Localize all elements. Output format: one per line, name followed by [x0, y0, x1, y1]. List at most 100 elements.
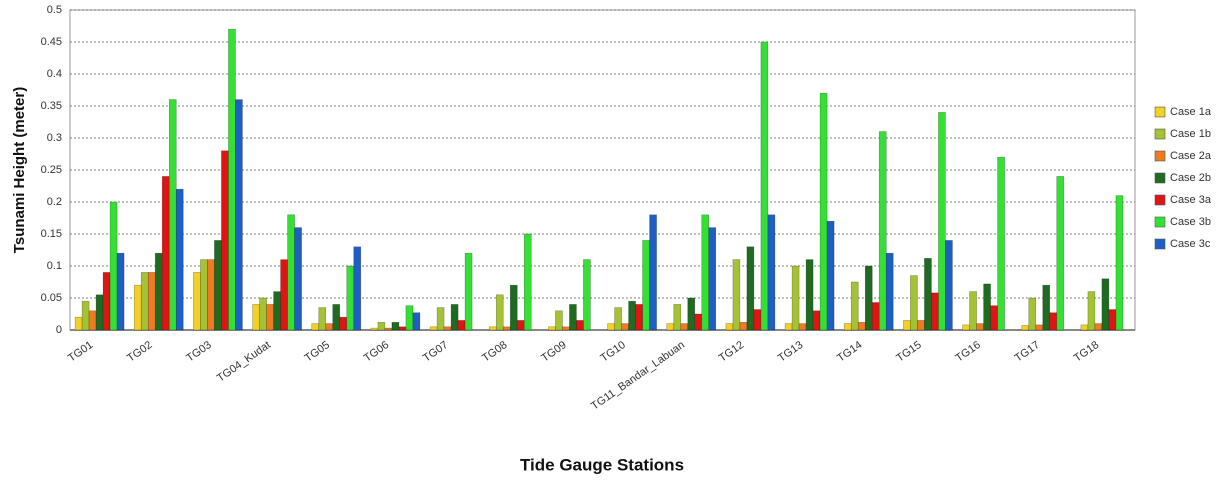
legend-swatch	[1154, 216, 1166, 228]
bar	[725, 323, 734, 331]
bar	[798, 323, 807, 331]
bar	[857, 322, 866, 331]
x-tick-label: TG13	[776, 339, 805, 365]
bar	[1028, 297, 1037, 331]
bar	[983, 283, 991, 331]
bar	[548, 326, 556, 331]
bar	[666, 323, 675, 331]
bar	[311, 323, 320, 331]
bar	[628, 300, 636, 331]
bar	[945, 240, 953, 331]
bar	[133, 284, 142, 331]
bar	[746, 246, 755, 331]
bar	[88, 310, 97, 331]
bar	[753, 309, 762, 331]
bar	[555, 310, 563, 331]
bar	[273, 291, 281, 331]
bar	[910, 275, 918, 331]
bar	[614, 307, 622, 331]
x-tick-label: TG09	[539, 339, 568, 365]
bar	[74, 316, 83, 331]
bar	[990, 305, 998, 331]
bar	[325, 323, 334, 331]
bar	[161, 176, 170, 331]
bar	[221, 150, 229, 331]
bar	[287, 214, 295, 331]
bar	[398, 326, 407, 331]
bar	[917, 320, 925, 331]
bar	[450, 304, 459, 331]
bar	[175, 188, 184, 331]
bar	[339, 316, 348, 331]
bar	[259, 297, 267, 331]
x-tick-label: TG01	[66, 339, 95, 365]
bar	[488, 326, 497, 331]
bar	[509, 284, 518, 331]
bar	[767, 214, 776, 331]
x-tick-label: TG16	[953, 339, 982, 365]
bar	[252, 304, 260, 331]
x-tick-label: TG12	[717, 339, 746, 365]
legend-swatch	[1154, 106, 1166, 118]
bar	[791, 265, 800, 331]
y-tick-label: 0.2	[47, 196, 62, 208]
bar	[516, 320, 525, 331]
bar	[583, 259, 591, 331]
bar	[843, 323, 852, 331]
y-tick-label: 0.35	[41, 100, 62, 112]
bar	[228, 28, 236, 331]
bar	[826, 220, 835, 331]
bar	[280, 259, 288, 331]
x-tick-label: TG10	[598, 339, 627, 365]
x-tick-label: TG07	[421, 339, 450, 365]
x-tick-label: TG17	[1013, 339, 1042, 365]
legend-label: Case 3c	[1170, 238, 1211, 250]
bar	[405, 305, 414, 331]
bar	[346, 265, 355, 331]
y-tick-label: 0.5	[47, 4, 62, 16]
bar	[154, 252, 163, 331]
bar	[607, 323, 615, 331]
bar	[377, 322, 386, 331]
y-tick-label: 0.05	[41, 292, 62, 304]
bar	[102, 272, 111, 331]
bar	[523, 233, 532, 331]
bar	[168, 99, 177, 331]
legend-swatch	[1154, 194, 1166, 206]
bar	[200, 259, 208, 331]
bar	[294, 227, 302, 331]
bar	[819, 92, 828, 331]
bar	[805, 259, 814, 331]
bar	[384, 327, 393, 331]
y-tick-label: 0	[56, 324, 62, 336]
bar	[931, 292, 939, 331]
bar	[969, 291, 977, 331]
bar	[266, 304, 274, 331]
bar	[318, 307, 327, 331]
bar	[708, 227, 717, 331]
bar	[140, 272, 149, 331]
bar	[562, 326, 570, 331]
x-tick-label: TG06	[362, 339, 391, 365]
bar	[784, 323, 793, 331]
bar	[649, 214, 657, 331]
y-tick-label: 0.25	[41, 164, 62, 176]
bar	[732, 259, 741, 331]
bar	[332, 304, 341, 331]
bar	[962, 324, 970, 331]
bar	[412, 312, 421, 331]
bar	[193, 272, 201, 331]
bar	[1080, 324, 1089, 331]
legend-swatch	[1154, 238, 1166, 250]
bar	[976, 323, 984, 331]
bar	[502, 326, 511, 331]
legend-swatch	[1154, 172, 1166, 184]
bar	[687, 297, 696, 331]
bar	[885, 252, 894, 331]
bar	[701, 214, 710, 331]
legend-swatch	[1154, 150, 1166, 162]
x-tick-label: TG05	[303, 339, 332, 365]
bar	[429, 326, 438, 331]
bar	[938, 112, 946, 331]
